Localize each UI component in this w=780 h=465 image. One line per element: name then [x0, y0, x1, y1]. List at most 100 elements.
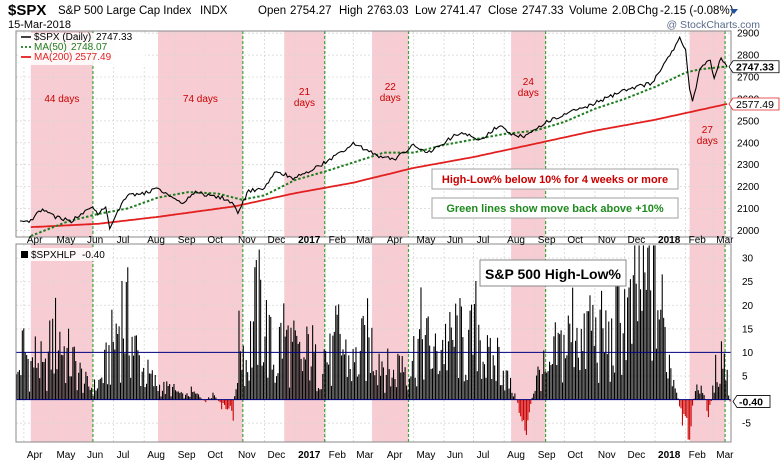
x-tick-upper-8: Dec [268, 235, 286, 246]
x-tick-lower-16: Aug [507, 450, 525, 461]
hl-bar [24, 352, 26, 400]
hl-bar [563, 334, 565, 400]
x-tick-upper-6: Oct [207, 235, 223, 246]
symbol: $SPX [8, 2, 46, 19]
duration-label-1: 44 days [44, 94, 79, 105]
hl-bar [36, 367, 38, 400]
hl-bar [310, 366, 312, 400]
hl-bar [278, 326, 280, 400]
hl-bar [687, 399, 689, 440]
hl-bar [463, 381, 465, 400]
hl-bar [161, 390, 163, 400]
hl-bar [317, 388, 319, 400]
hl-bar [413, 336, 415, 400]
hl-bar [388, 369, 390, 400]
hl-bar [670, 368, 672, 400]
hl-bar [254, 267, 256, 400]
hl-bar [341, 355, 343, 400]
index-name: S&P 500 Large Cap Index [58, 5, 192, 17]
hl-bar [232, 399, 234, 421]
legend-spxhlp-value: -0.40 [82, 250, 105, 261]
price-series [19, 35, 728, 237]
hl-bar [133, 355, 135, 400]
hl-bar [543, 350, 545, 400]
hl-bar [473, 303, 475, 400]
hl-bar [109, 384, 111, 400]
hl-bar [176, 391, 178, 400]
hl-bar [619, 322, 621, 400]
hl-bar [495, 380, 497, 400]
hl-bar [131, 336, 133, 400]
low-note-text: High-Low% below 10% for 4 weeks or more [442, 174, 668, 186]
hl-bar [320, 389, 322, 400]
shade-lower-4 [372, 244, 409, 442]
hl-bar [72, 347, 74, 400]
hl-bar [427, 316, 429, 400]
hl-bar [573, 367, 575, 400]
hl-bar [257, 364, 259, 400]
hl-bar [40, 341, 42, 400]
x-tick-upper-16: Aug [507, 235, 525, 246]
hl-bar [661, 274, 663, 400]
hl-bar [673, 379, 675, 400]
hl-bar [713, 392, 715, 400]
hl-bar [507, 370, 509, 400]
last-value-tag-ma200-text: 2577.49 [736, 99, 774, 111]
hl-bar [385, 374, 387, 400]
hl-legend-bg [19, 248, 109, 261]
hl-bar [114, 349, 116, 400]
hl-bar [631, 343, 633, 400]
hl-bar [251, 367, 253, 400]
hl-bar [588, 311, 590, 400]
dropdown-caret-icon[interactable] [730, 9, 738, 14]
hl-bar [723, 353, 725, 400]
hl-bar [68, 328, 70, 400]
hl-bar [411, 360, 413, 400]
hl-bar [621, 374, 623, 400]
hl-bar [684, 399, 686, 417]
hl-bar [436, 351, 438, 400]
hl-bar [625, 360, 627, 400]
hl-bar [39, 378, 41, 400]
hl-bar [57, 350, 59, 400]
chart-date: 15-Mar-2018 [8, 19, 71, 31]
last-value-tag-spx-text: 2747.33 [736, 62, 774, 74]
hl-bar [270, 316, 272, 400]
hl-bar [653, 245, 655, 400]
x-tick-lower-14: Jun [447, 450, 463, 461]
hl-bar [59, 331, 61, 400]
hl-bar [34, 336, 36, 400]
exchange: INDX [200, 5, 228, 17]
hl-bar [260, 279, 262, 400]
hl-bar [648, 245, 650, 400]
hl-bar [492, 355, 494, 400]
hl-bar [296, 335, 298, 400]
hl-bar [590, 330, 592, 400]
hl-bar [172, 386, 174, 400]
hl-bar [658, 319, 660, 400]
hl-bar [647, 247, 649, 400]
hl-bar [112, 341, 114, 400]
hl-bar [635, 283, 637, 400]
hl-bar [410, 376, 412, 400]
low-note-box [431, 168, 679, 190]
hl-bar [726, 369, 728, 400]
hl-bar [611, 318, 613, 400]
hl-bar [369, 372, 371, 400]
hl-bar [30, 360, 32, 400]
hl-bar [23, 328, 25, 400]
hl-bar [349, 368, 351, 400]
hl-bar [557, 332, 559, 400]
hl-bar [689, 399, 691, 440]
hl-bar [147, 359, 149, 400]
hl-bar [26, 354, 28, 400]
hl-bar [183, 398, 185, 400]
hl-bar [521, 399, 523, 422]
hl-bar [426, 318, 428, 400]
hl-bar [117, 333, 119, 400]
hl-bar [618, 274, 620, 400]
hl-bar [664, 326, 666, 400]
hl-bar [108, 345, 110, 400]
price-legend-bg [19, 33, 145, 65]
high-value: 2763.03 [367, 5, 409, 17]
